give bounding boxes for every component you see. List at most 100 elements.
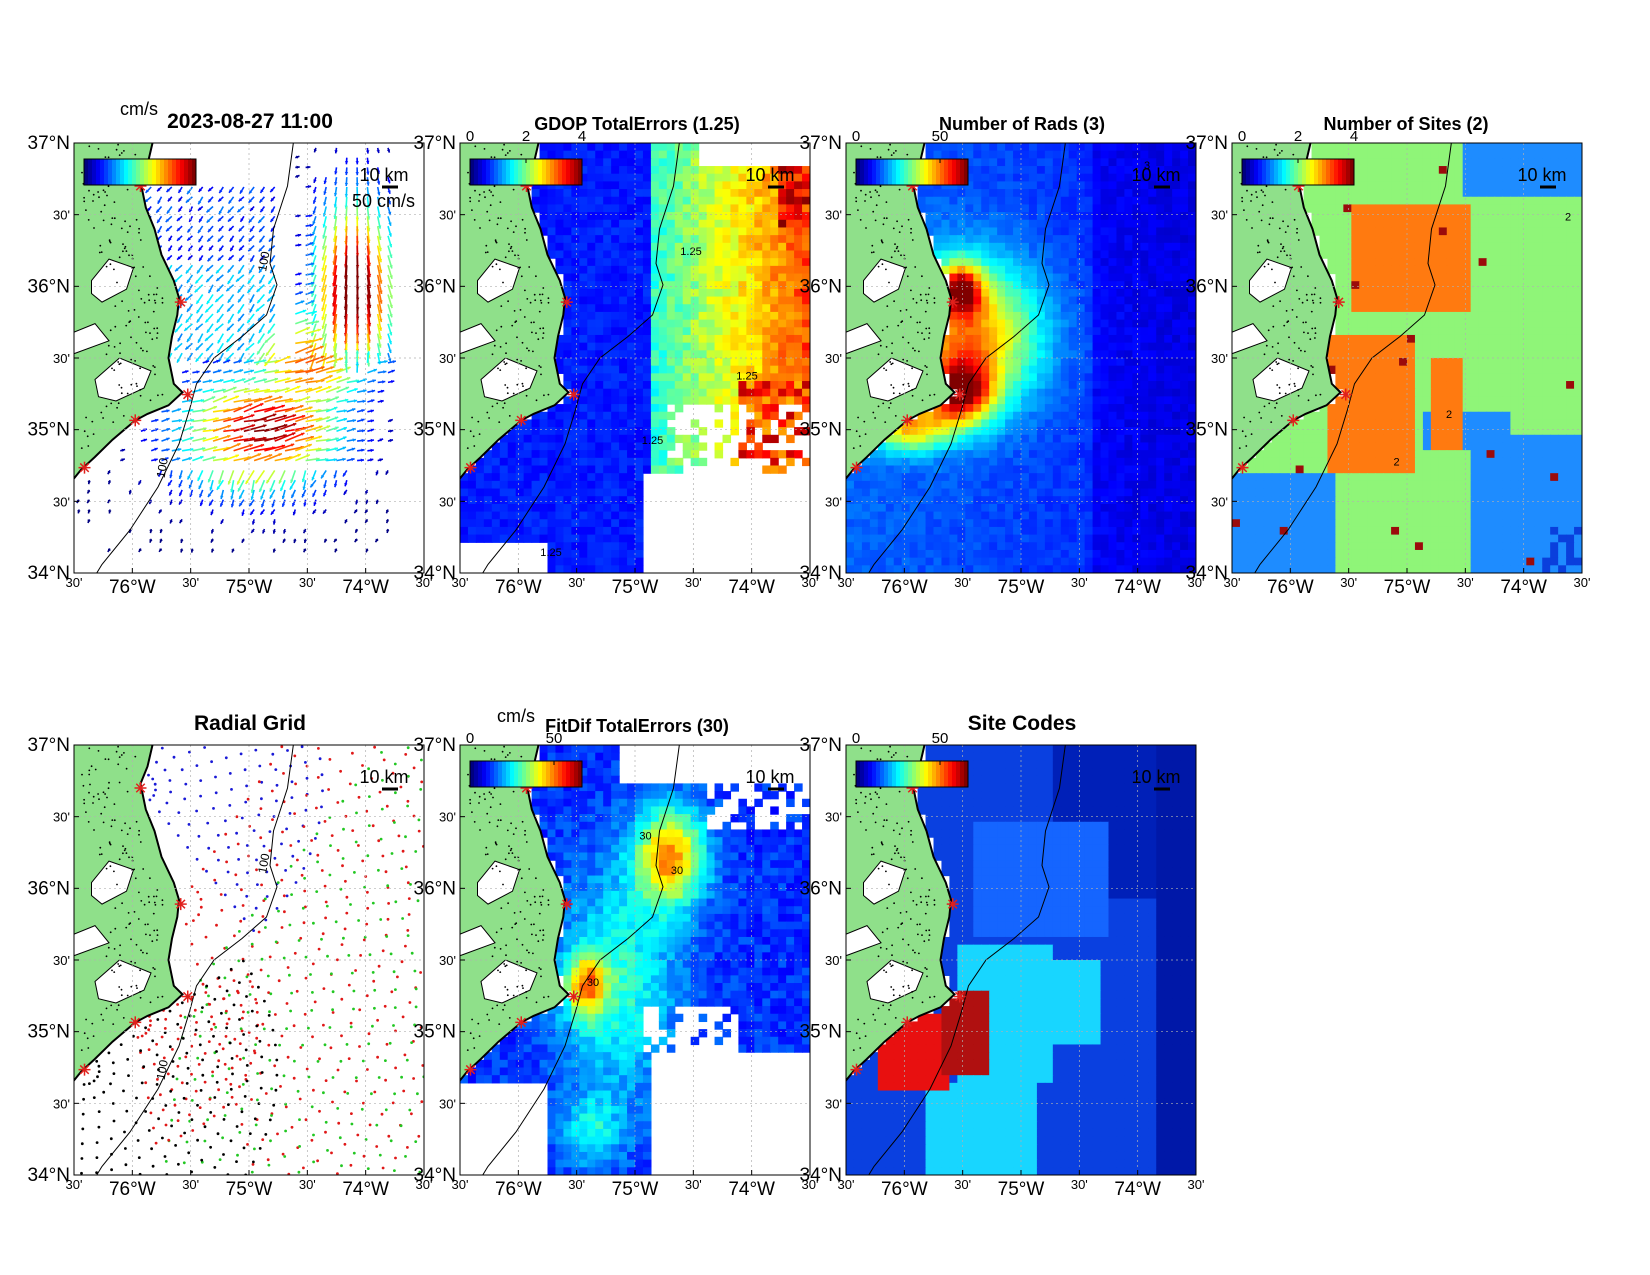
data-cell	[1013, 158, 1022, 167]
data-cell	[627, 181, 636, 190]
data-cell	[746, 434, 755, 444]
data-cell	[989, 281, 998, 290]
data-cell	[682, 358, 692, 367]
data-cell	[635, 488, 644, 497]
data-cell	[1188, 304, 1196, 313]
data-cell	[1084, 427, 1094, 436]
data-cell	[722, 196, 732, 206]
data-cell	[1084, 204, 1094, 213]
data-cell	[658, 457, 668, 467]
data-cell	[981, 227, 990, 236]
shore-dot	[125, 324, 128, 327]
data-cell	[555, 258, 564, 267]
data-cell	[941, 219, 950, 229]
data-cell	[627, 442, 636, 451]
current-vector-head	[338, 376, 342, 380]
data-cell	[650, 350, 660, 359]
data-cell	[925, 196, 935, 206]
data-cell	[666, 219, 676, 229]
data-cell	[1116, 258, 1125, 267]
data-cell	[690, 396, 700, 405]
data-cell	[794, 450, 803, 459]
data-cell	[1100, 327, 1110, 336]
data-cell	[666, 457, 676, 467]
data-cell	[730, 381, 739, 390]
data-cell	[738, 242, 747, 252]
shore-dot	[129, 225, 131, 228]
data-cell	[579, 388, 588, 397]
current-vector-head	[217, 238, 222, 242]
current-vector-head	[299, 291, 303, 295]
data-cell	[627, 327, 636, 336]
data-cell	[1132, 158, 1141, 167]
data-cell	[722, 181, 732, 190]
data-cell	[965, 219, 974, 229]
data-cell	[770, 396, 779, 405]
data-cell	[1013, 304, 1022, 313]
lat-tick-label: 30'	[439, 494, 456, 509]
data-cell	[571, 365, 580, 374]
data-cell	[1132, 281, 1141, 290]
colorbar-segment	[490, 159, 495, 185]
data-cell	[1084, 442, 1094, 451]
data-cell	[1140, 250, 1149, 259]
data-cell	[1180, 434, 1189, 444]
data-cell	[1028, 250, 1038, 259]
data-cell	[571, 565, 580, 573]
data-cell	[917, 434, 927, 444]
data-cell	[1164, 204, 1173, 213]
data-cell	[603, 288, 612, 298]
data-cell	[1028, 342, 1038, 351]
shore-dot	[471, 416, 473, 419]
data-cell	[1005, 396, 1014, 405]
data-cell	[1188, 373, 1196, 382]
data-cell	[658, 404, 668, 413]
data-cell	[730, 296, 739, 305]
data-cell	[794, 411, 803, 421]
data-cell	[611, 411, 620, 421]
shore-dot	[547, 297, 550, 300]
current-vector-head	[177, 237, 181, 241]
data-cell	[563, 288, 572, 298]
data-cell	[682, 150, 692, 159]
data-cell	[515, 511, 525, 520]
colorbar-segment	[498, 159, 503, 185]
data-cell	[666, 227, 676, 236]
current-vector-head	[187, 308, 191, 312]
current-vector-head	[344, 482, 348, 487]
data-cell	[754, 250, 763, 259]
data-cell	[507, 496, 517, 505]
data-cell	[1052, 327, 1062, 336]
current-vector-head	[370, 428, 374, 432]
data-cell	[619, 457, 628, 467]
data-cell	[965, 311, 974, 321]
shore-dot	[136, 385, 138, 387]
data-cell	[658, 181, 668, 190]
data-cell	[1052, 173, 1062, 182]
data-cell	[1060, 311, 1070, 321]
current-vector-head	[239, 247, 243, 251]
current-vector-head	[361, 418, 365, 422]
data-cell	[1116, 288, 1125, 298]
data-cell	[941, 411, 950, 421]
data-cell	[507, 434, 517, 444]
data-cell	[794, 427, 803, 436]
data-cell	[1005, 442, 1014, 451]
data-cell	[1052, 334, 1062, 344]
current-vector-head	[249, 339, 252, 343]
data-cell	[698, 281, 708, 290]
data-cell	[738, 173, 747, 182]
current-vector-head	[300, 405, 304, 409]
data-cell	[595, 265, 604, 275]
data-cell	[611, 227, 620, 236]
data-cell	[746, 450, 755, 459]
data-cell	[547, 480, 557, 490]
current-vector-head	[219, 189, 223, 194]
colorbar-segment	[100, 159, 105, 185]
data-cell	[507, 488, 517, 497]
data-cell	[1005, 265, 1014, 275]
data-cell	[933, 189, 943, 198]
data-cell	[619, 404, 628, 413]
data-cell	[507, 427, 517, 436]
data-cell	[746, 419, 755, 428]
